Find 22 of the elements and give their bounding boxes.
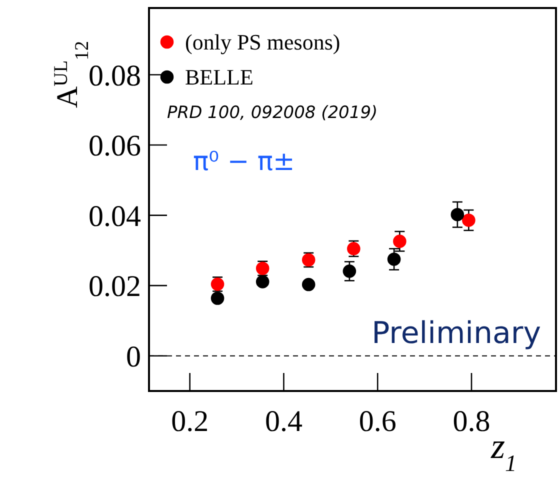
point <box>462 214 476 227</box>
point <box>393 234 406 248</box>
y-tick-label: 0.06 <box>88 130 141 163</box>
y-tick-label: 0 <box>126 340 141 374</box>
legend-label: BELLE <box>185 64 254 90</box>
annotation: PRD 100, 092008 (2019) <box>167 103 378 123</box>
annotation: π⁰ − π± <box>193 147 295 177</box>
point <box>256 275 270 288</box>
legend-label: (only PS mesons) <box>185 30 340 55</box>
x-tick-label: 0.6 <box>358 405 396 438</box>
x-tick-label: 0.2 <box>171 405 209 438</box>
x-axis-title: z$_{1}$ <box>490 426 517 477</box>
point <box>342 264 356 278</box>
point <box>450 208 464 222</box>
point <box>210 292 224 305</box>
annotation: Preliminary <box>372 316 541 351</box>
point <box>387 252 401 266</box>
point <box>302 278 316 292</box>
y-tick-label: 0.02 <box>88 270 141 304</box>
x-tick-label: 0.8 <box>452 405 490 438</box>
y-tick-label: 0.04 <box>88 200 141 233</box>
x-tick-label: 0.4 <box>264 405 302 438</box>
